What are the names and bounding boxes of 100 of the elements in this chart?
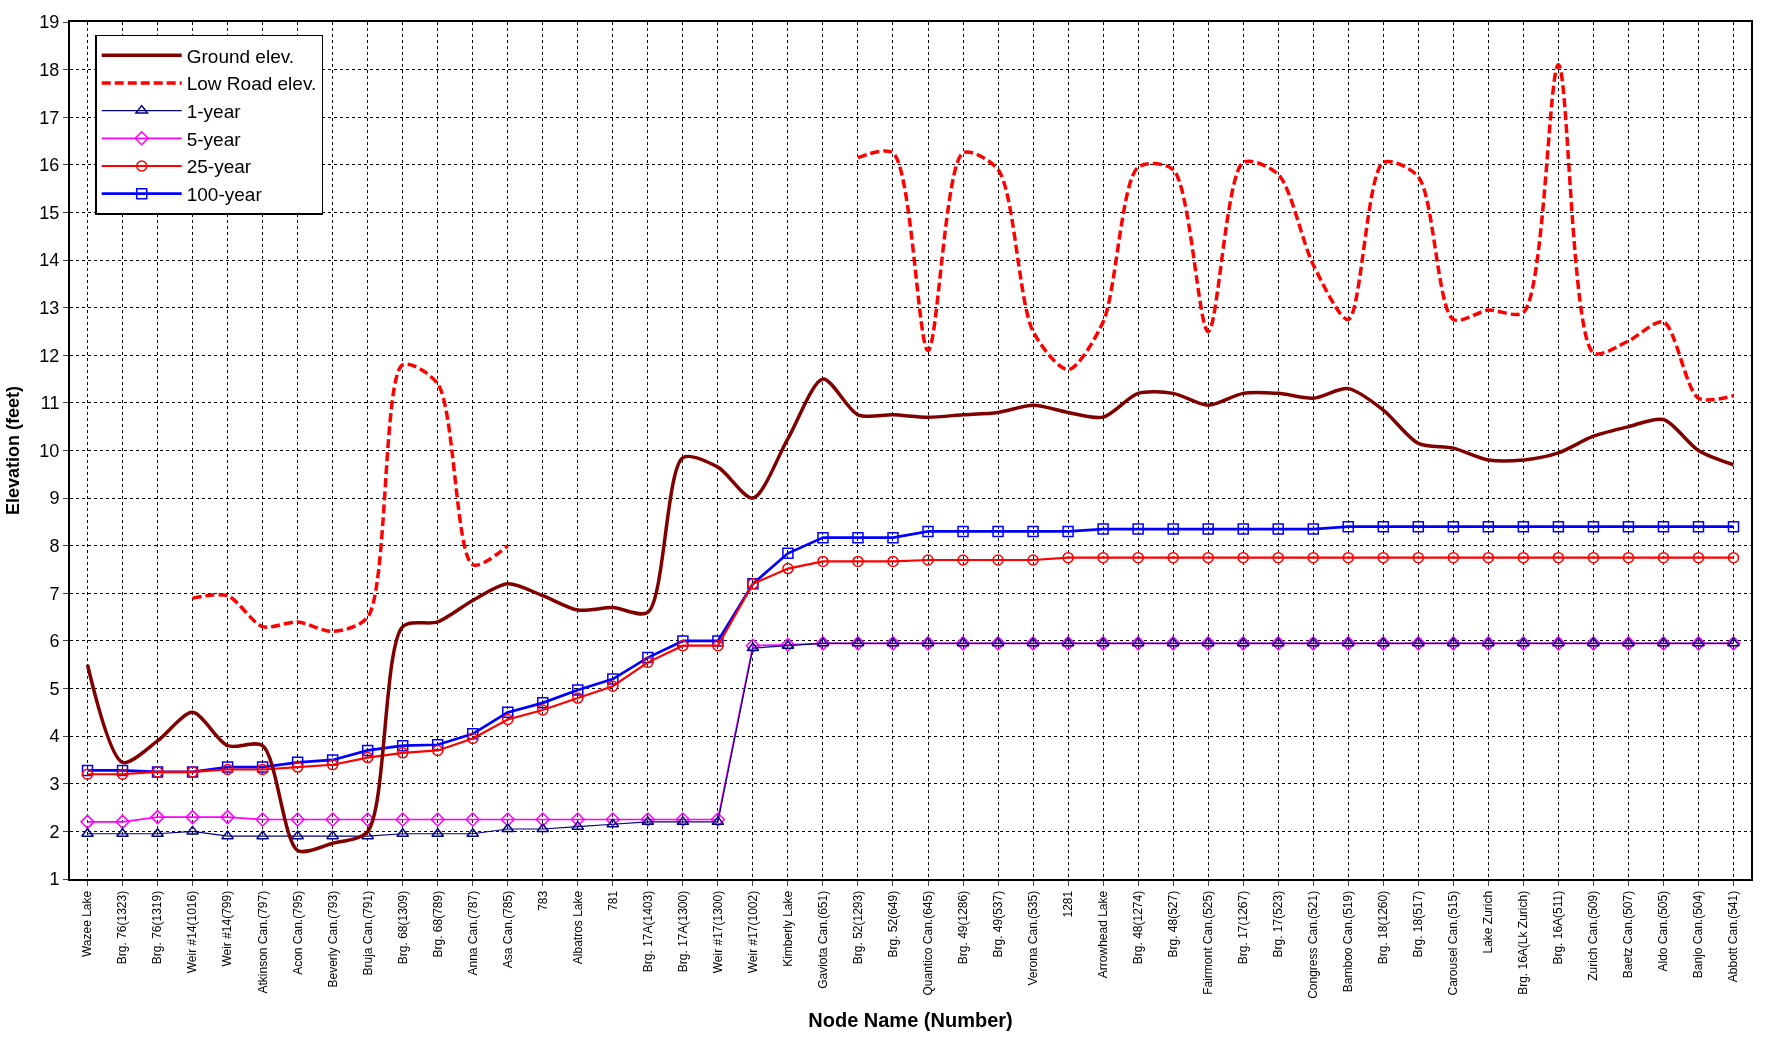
x-tick-label: Brg. 18(517) [1411,890,1426,958]
point [1622,520,1635,533]
point [1622,551,1635,564]
point [502,706,514,719]
point [81,768,94,781]
point [677,635,689,647]
point [1446,637,1460,647]
point [1095,636,1111,651]
x-tick-label: Fairmont Can.(525) [1201,890,1216,995]
point [571,820,585,830]
point [642,656,654,669]
x-tick-label: Congress Can.(521) [1306,890,1321,999]
point [1656,636,1671,651]
x-tick-label: Beverly Can.(793) [325,890,340,988]
x-tick-label: Bamboo Can.(519) [1341,890,1356,993]
point [1342,551,1355,564]
point [1202,523,1214,535]
point [607,680,619,692]
x-tick-label: Brg. 49(537) [990,890,1005,958]
point [992,525,1004,538]
point [1517,551,1530,564]
point [221,830,235,840]
point [887,531,899,544]
point [922,525,934,538]
x-tick-label: Lake Zurich [1481,890,1496,954]
point [1341,636,1356,651]
y-tick-label: 18 [39,59,60,80]
y-tick-label: 13 [39,297,60,318]
point [782,547,794,560]
point [537,704,549,716]
point [1587,520,1600,533]
point [1656,637,1670,647]
point [1097,551,1109,564]
point [1691,636,1706,651]
point [815,636,831,651]
point [711,816,725,826]
point [712,639,724,652]
y-tick-label: 19 [39,12,60,33]
point [641,816,655,826]
legend-label: Ground elev. [186,45,295,67]
point [537,697,549,709]
point [817,555,829,568]
point [850,636,866,651]
point [1305,636,1321,651]
point [361,751,374,764]
point [1167,551,1179,564]
point [1307,551,1319,564]
point [256,830,270,840]
point [1342,520,1355,533]
y-axis-title: Elevation (feet) [3,385,24,516]
x-tick-label: Atkinson Can.(797) [255,890,270,994]
point [1727,551,1740,564]
point [1727,520,1740,533]
point [1096,637,1110,647]
x-tick-label: Brg. 52(1293) [850,890,865,965]
point [186,825,200,835]
point [1411,636,1426,651]
point [325,812,340,827]
x-tick-label: Weir #17(1300) [710,890,725,974]
point [151,828,165,838]
point [1481,637,1495,647]
point [1235,636,1251,651]
legend-label: Low Road elev. [186,73,317,95]
point [430,812,445,827]
point [116,764,129,777]
point [1482,551,1495,564]
point [535,812,551,827]
point [396,828,410,838]
point [466,728,479,740]
point [605,812,621,827]
y-tick-label: 14 [39,250,60,271]
x-tick-label: Banjo Can.(504) [1691,890,1706,979]
point [1062,525,1074,538]
x-tick-label: Brg. 16A(511) [1551,890,1566,965]
point [1692,551,1705,564]
point [956,637,970,647]
point [1376,636,1391,651]
x-axis-title: Node Name (Number) [808,1008,1013,1031]
point [1447,520,1460,533]
x-tick-label: Weir #17(1002) [745,890,760,974]
point [1376,637,1390,647]
point [1691,637,1705,647]
point [1201,637,1215,647]
x-tick-label: Brg. 48(527) [1166,890,1181,958]
y-tick-label: 6 [49,631,60,652]
point [185,809,200,825]
point [466,828,480,838]
x-tick-label: Anna Can.(787) [465,890,480,976]
point [572,692,584,704]
x-tick-label: Brg. 17A(1300) [675,890,690,973]
point [1412,551,1425,564]
point [361,744,374,757]
point [1237,523,1249,535]
point [851,637,865,647]
point [1377,520,1390,533]
point [1131,637,1145,647]
point [957,525,969,538]
point [395,812,410,827]
y-tick-label: 9 [49,488,60,509]
point [1411,637,1425,647]
